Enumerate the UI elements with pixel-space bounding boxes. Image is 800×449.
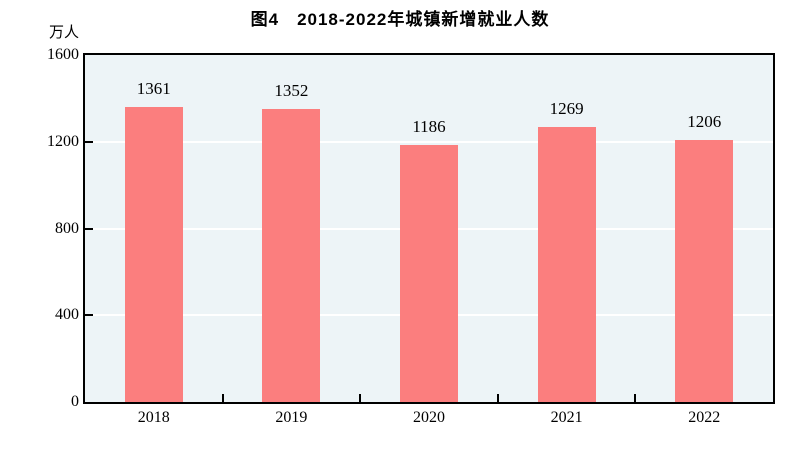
value-label-2018: 1361 bbox=[136, 78, 171, 98]
x-axis-label-2020: 2020 bbox=[413, 409, 445, 426]
value-label-2021: 1269 bbox=[549, 98, 584, 118]
y-axis-label-1600: 1600 bbox=[47, 46, 79, 63]
chart-title: 图4 2018-2022年城镇新增就业人数 bbox=[250, 10, 550, 29]
bar-2019 bbox=[262, 108, 321, 402]
value-label-2022: 1206 bbox=[687, 112, 722, 132]
gridline-1200 bbox=[85, 140, 773, 143]
x-tick-1 bbox=[221, 394, 224, 402]
bar-2018 bbox=[124, 106, 183, 402]
y-axis-label-1200: 1200 bbox=[47, 132, 79, 150]
y-axis-label-400: 400 bbox=[55, 306, 79, 324]
x-tick-2 bbox=[359, 394, 362, 402]
x-axis-label-2018: 2018 bbox=[137, 409, 170, 426]
value-label-2020: 1186 bbox=[412, 116, 446, 136]
bar-2022 bbox=[675, 140, 734, 402]
bar-2020 bbox=[400, 144, 458, 402]
y-tick-800 bbox=[85, 227, 93, 230]
y-tick-1200 bbox=[85, 140, 93, 143]
x-tick-4 bbox=[634, 394, 637, 402]
y-tick-400 bbox=[85, 314, 93, 317]
y-axis-unit-label: 万人 bbox=[48, 25, 79, 41]
x-axis-label-2019: 2019 bbox=[275, 409, 308, 426]
x-axis-label-2021: 2021 bbox=[550, 409, 583, 426]
x-tick-3 bbox=[496, 394, 499, 402]
y-axis-label-0: 0 bbox=[71, 393, 79, 410]
plot-area: 1361 1352 1186 1269 1206 bbox=[83, 53, 775, 404]
value-label-2019: 1352 bbox=[274, 80, 309, 100]
x-axis-label-2022: 2022 bbox=[688, 409, 721, 426]
y-axis-label-800: 800 bbox=[55, 219, 79, 237]
bar-2021 bbox=[537, 126, 596, 402]
